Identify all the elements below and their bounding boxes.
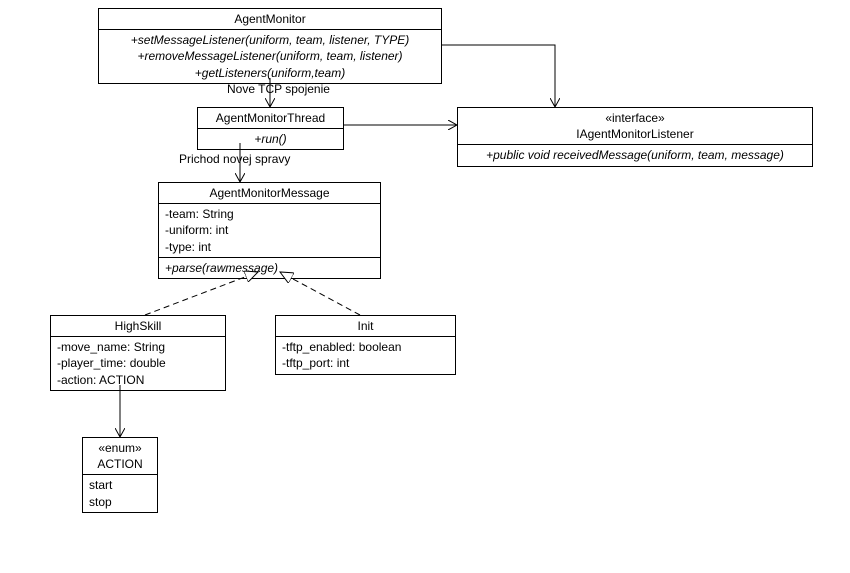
enum-header: «enum» ACTION [83, 438, 157, 475]
class-init: Init -tftp_enabled: boolean -tftp_port: … [275, 315, 456, 375]
interface-iagentmonitorlistener: «interface» IAgentMonitorListener +publi… [457, 107, 813, 167]
enum-literals: start stop [83, 475, 157, 511]
class-title: AgentMonitorMessage [159, 183, 380, 204]
class-methods: +public void receivedMessage(uniform, te… [458, 145, 812, 165]
class-attrs: -tftp_enabled: boolean -tftp_port: int [276, 337, 455, 373]
class-agentmonitorthread: AgentMonitorThread +run() [197, 107, 344, 150]
class-attrs: -team: String -uniform: int -type: int [159, 204, 380, 258]
enum-action: «enum» ACTION start stop [82, 437, 158, 513]
class-header: «interface» IAgentMonitorListener [458, 108, 812, 145]
class-title: AgentMonitor [99, 9, 441, 30]
class-title: AgentMonitorThread [198, 108, 343, 129]
edge-am-to-iaml [442, 45, 555, 107]
class-title: Init [276, 316, 455, 337]
class-agentmonitormessage: AgentMonitorMessage -team: String -unifo… [158, 182, 381, 279]
class-methods: +parse(rawmessage) [159, 258, 380, 278]
class-title: HighSkill [51, 316, 225, 337]
class-attrs: -move_name: String -player_time: double … [51, 337, 225, 390]
class-methods: +run() [198, 129, 343, 149]
edge-label-prichod: Prichod novej spravy [179, 152, 290, 166]
class-methods: +setMessageListener(uniform, team, liste… [99, 30, 441, 83]
class-highskill: HighSkill -move_name: String -player_tim… [50, 315, 226, 391]
class-agentmonitor: AgentMonitor +setMessageListener(uniform… [98, 8, 442, 84]
edge-label-nove-tcp: Nove TCP spojenie [227, 82, 330, 96]
